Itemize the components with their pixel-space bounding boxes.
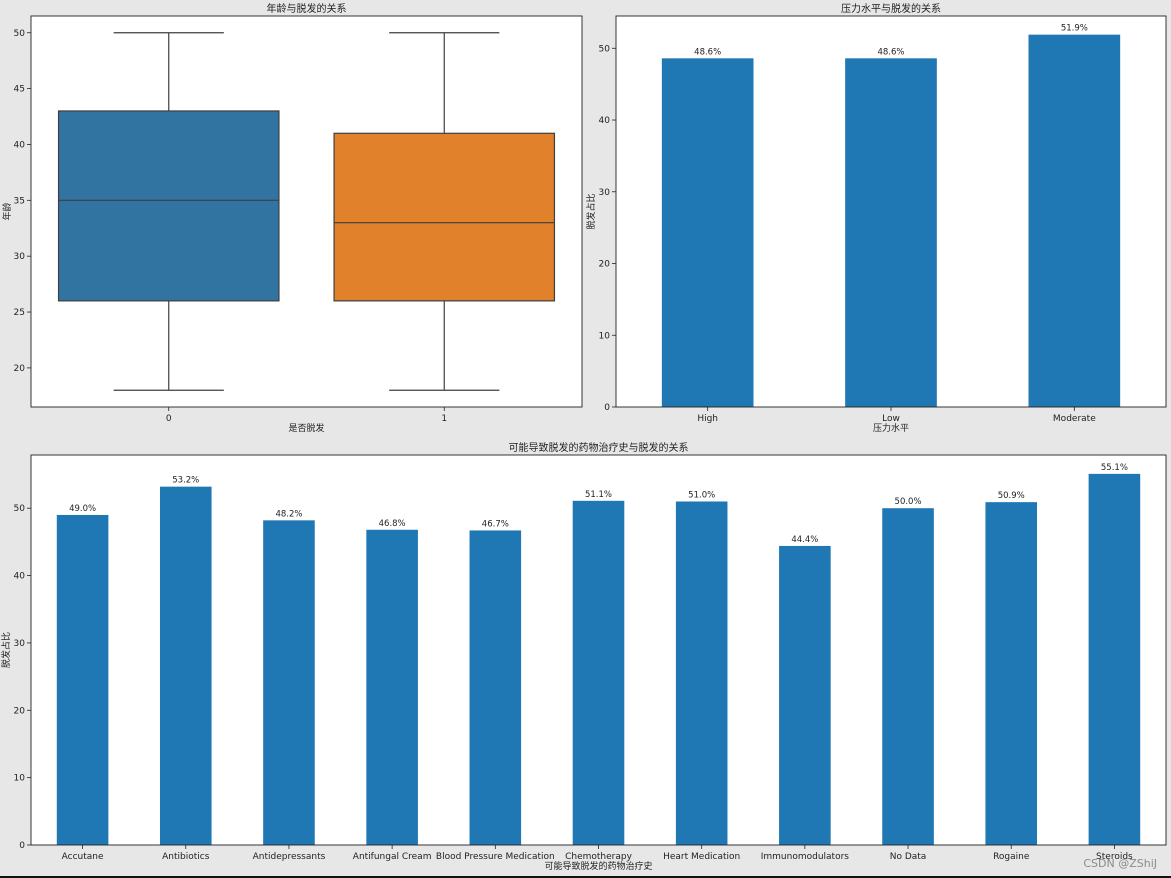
y-tick-label: 30: [14, 639, 26, 649]
box-1: [333, 32, 556, 391]
x-tick-label: 1: [441, 414, 447, 424]
y-axis-label: 脱发占比: [585, 193, 597, 229]
bar-value-label: 51.1%: [585, 490, 612, 500]
y-tick-label: 20: [14, 706, 26, 716]
x-tick-label: Antifungal Cream: [353, 852, 432, 862]
bar: [56, 514, 109, 845]
x-tick-label: Blood Pressure Medication: [436, 852, 555, 862]
bar: [263, 520, 315, 845]
bar-value-label: 55.1%: [1101, 463, 1128, 473]
bar-value-label: 48.2%: [275, 509, 302, 519]
y-tick-label: 10: [14, 774, 26, 784]
x-tick-label: Moderate: [1053, 414, 1096, 424]
chart-title: 可能导致脱发的药物治疗史与脱发的关系: [509, 441, 689, 454]
y-axis-label: 脱发占比: [0, 632, 12, 668]
y-tick-label: 25: [14, 308, 25, 318]
chart-title: 年龄与脱发的关系: [267, 2, 347, 15]
plot-frame: [30, 15, 583, 408]
y-tick-label: 50: [14, 29, 26, 39]
bar: [845, 58, 937, 408]
bar-value-label: 51.0%: [688, 490, 715, 500]
y-tick-label: 30: [599, 188, 611, 198]
y-tick-label: 0: [19, 841, 25, 851]
y-tick-label: 0: [604, 403, 610, 413]
y-tick-label: 50: [599, 44, 611, 54]
bar-value-label: 46.7%: [482, 519, 509, 529]
bar-value-label: 53.2%: [172, 476, 199, 486]
chart-3: 可能导致脱发的药物治疗史与脱发的关系 0 10 20 30 40 50 脱发占比可能导致脱发的…: [0, 441, 1167, 872]
bar: [675, 501, 728, 845]
y-tick-label: 45: [14, 85, 25, 95]
bar: [469, 530, 522, 845]
box-iqr: [57, 110, 280, 302]
bar: [366, 529, 418, 845]
x-tick-label: Accutane: [62, 852, 104, 862]
bar-value-label: 50.0%: [895, 497, 922, 507]
x-tick-label: Antibiotics: [162, 852, 210, 862]
plot-frame: [615, 15, 1167, 408]
x-tick-label: Steroids: [1096, 852, 1133, 862]
y-tick-label: 35: [14, 196, 25, 206]
y-tick-label: 40: [599, 116, 611, 126]
y-axis-label: 年龄: [1, 202, 13, 220]
bar-value-label: 44.4%: [791, 535, 818, 545]
y-tick-label: 50: [14, 504, 26, 514]
x-axis-label: 压力水平: [873, 422, 909, 434]
bar: [159, 486, 212, 845]
y-tick-label: 20: [599, 260, 611, 270]
x-tick-label: Immunomodulators: [761, 852, 850, 862]
x-tick-label: Chemotherapy: [565, 852, 632, 862]
bar: [779, 545, 831, 845]
y-tick-label: 20: [14, 364, 26, 374]
y-tick-label: 10: [599, 331, 611, 341]
x-axis-label: 可能导致脱发的药物治疗史: [544, 860, 652, 872]
x-tick-label: Heart Medication: [663, 852, 740, 862]
watermark: CSDN @ZShiJ: [1083, 857, 1157, 870]
plot-frame: [30, 454, 1167, 846]
y-tick-label: 30: [14, 252, 26, 262]
bar-value-label: 46.8%: [379, 519, 406, 529]
bar-value-label: 50.9%: [998, 491, 1025, 501]
x-tick-label: 0: [166, 414, 172, 424]
box-0: [57, 32, 280, 391]
bar-value-label: 48.6%: [877, 47, 904, 57]
x-tick-label: High: [697, 414, 718, 424]
x-tick-label: Antidepressants: [253, 852, 326, 862]
x-tick-label: No Data: [890, 852, 927, 862]
bar-value-label: 49.0%: [69, 504, 96, 514]
y-tick-label: 40: [14, 572, 26, 582]
bar: [882, 508, 934, 845]
box-iqr: [333, 132, 556, 302]
x-tick-label: Low: [882, 414, 900, 424]
bottom-border: [0, 876, 1171, 878]
x-axis-label: 是否脱发: [288, 422, 324, 434]
bar-value-label: 51.9%: [1061, 24, 1088, 34]
bar: [661, 58, 754, 408]
x-tick-label: Rogaine: [993, 852, 1030, 862]
bar: [985, 502, 1038, 845]
bar-value-label: 48.6%: [694, 47, 721, 57]
bar: [1088, 473, 1141, 845]
bar: [1028, 34, 1121, 408]
bar: [572, 500, 625, 845]
y-tick-label: 40: [14, 140, 26, 150]
chart-title: 压力水平与脱发的关系: [841, 2, 941, 15]
